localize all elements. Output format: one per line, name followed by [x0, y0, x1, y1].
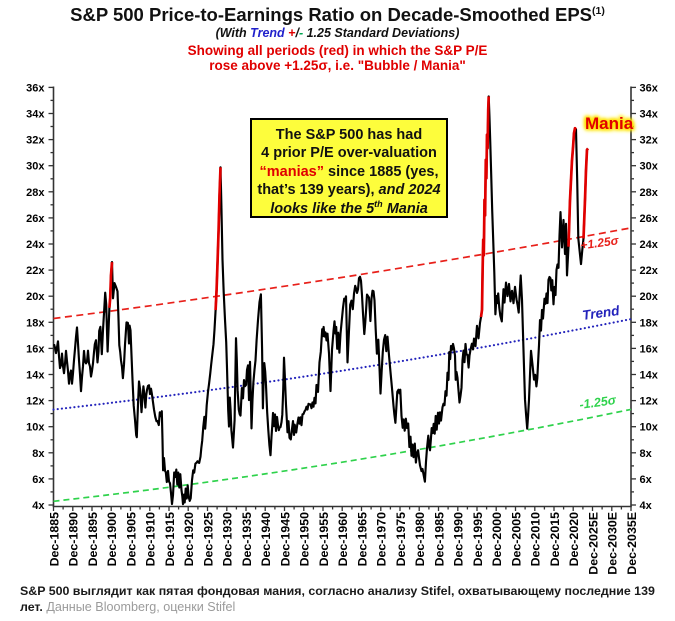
svg-text:26x: 26x	[26, 213, 45, 225]
svg-text:4x: 4x	[32, 500, 45, 512]
svg-text:8x: 8x	[640, 448, 653, 460]
svg-text:Dec-1920: Dec-1920	[182, 512, 196, 567]
svg-text:14x: 14x	[640, 370, 659, 382]
svg-text:Dec-1890: Dec-1890	[67, 512, 81, 567]
svg-text:Dec-2005: Dec-2005	[509, 512, 523, 567]
svg-text:16x: 16x	[640, 343, 659, 355]
svg-text:Dec-1935: Dec-1935	[240, 512, 254, 567]
svg-text:Dec-1960: Dec-1960	[336, 512, 350, 567]
svg-text:34x: 34x	[26, 109, 45, 121]
svg-text:28x: 28x	[26, 187, 45, 199]
svg-text:Dec-2030E: Dec-2030E	[606, 512, 620, 575]
svg-text:Dec-1970: Dec-1970	[375, 512, 389, 567]
svg-text:Dec-1995: Dec-1995	[471, 512, 485, 567]
svg-text:12x: 12x	[26, 396, 45, 408]
svg-text:16x: 16x	[26, 343, 45, 355]
svg-text:18x: 18x	[640, 317, 659, 329]
svg-text:Dec-1985: Dec-1985	[432, 512, 446, 567]
svg-text:Dec-2025E: Dec-2025E	[586, 512, 600, 575]
svg-text:Dec-1885: Dec-1885	[47, 512, 61, 567]
svg-text:32x: 32x	[640, 135, 659, 147]
svg-text:6x: 6x	[640, 474, 653, 486]
svg-text:20x: 20x	[26, 291, 45, 303]
svg-text:Dec-1895: Dec-1895	[86, 512, 100, 567]
svg-text:22x: 22x	[26, 265, 45, 277]
svg-text:Dec-1965: Dec-1965	[355, 512, 369, 567]
svg-text:Dec-1900: Dec-1900	[105, 512, 119, 567]
svg-text:+1.25σ: +1.25σ	[579, 233, 620, 252]
svg-text:Dec-1980: Dec-1980	[413, 512, 427, 567]
svg-text:18x: 18x	[26, 317, 45, 329]
svg-text:Dec-2035E: Dec-2035E	[625, 512, 639, 575]
svg-text:30x: 30x	[640, 161, 659, 173]
svg-text:Dec-1950: Dec-1950	[298, 512, 312, 567]
svg-text:10x: 10x	[640, 422, 659, 434]
svg-text:Dec-1915: Dec-1915	[163, 512, 177, 567]
svg-text:Dec-1955: Dec-1955	[317, 512, 331, 567]
svg-text:28x: 28x	[640, 187, 659, 199]
svg-text:Dec-1975: Dec-1975	[394, 512, 408, 567]
svg-text:Dec-2010: Dec-2010	[529, 512, 543, 567]
svg-text:4x: 4x	[640, 500, 653, 512]
svg-text:12x: 12x	[640, 396, 659, 408]
svg-text:14x: 14x	[26, 370, 45, 382]
svg-text:24x: 24x	[26, 239, 45, 251]
svg-text:Dec-1925: Dec-1925	[201, 512, 215, 567]
svg-text:26x: 26x	[640, 213, 659, 225]
svg-text:Dec-1930: Dec-1930	[221, 512, 235, 567]
svg-text:Dec-2020: Dec-2020	[567, 512, 581, 567]
svg-text:Dec-1940: Dec-1940	[259, 512, 273, 567]
svg-text:-1.25σ: -1.25σ	[578, 393, 617, 412]
svg-text:Dec-1990: Dec-1990	[452, 512, 466, 567]
svg-text:6x: 6x	[32, 474, 45, 486]
svg-text:10x: 10x	[26, 422, 45, 434]
svg-text:Dec-2015: Dec-2015	[548, 512, 562, 567]
svg-text:30x: 30x	[26, 161, 45, 173]
svg-text:34x: 34x	[640, 109, 659, 121]
svg-text:24x: 24x	[640, 239, 659, 251]
svg-text:36x: 36x	[640, 82, 659, 94]
svg-text:36x: 36x	[26, 82, 45, 94]
svg-text:20x: 20x	[640, 291, 659, 303]
svg-text:Dec-1910: Dec-1910	[144, 512, 158, 567]
svg-text:Dec-2000: Dec-2000	[490, 512, 504, 567]
svg-text:32x: 32x	[26, 135, 45, 147]
svg-text:Dec-1945: Dec-1945	[278, 512, 292, 567]
svg-text:Trend: Trend	[581, 303, 621, 323]
svg-text:22x: 22x	[640, 265, 659, 277]
svg-text:Dec-1905: Dec-1905	[124, 512, 138, 567]
svg-text:8x: 8x	[32, 448, 45, 460]
